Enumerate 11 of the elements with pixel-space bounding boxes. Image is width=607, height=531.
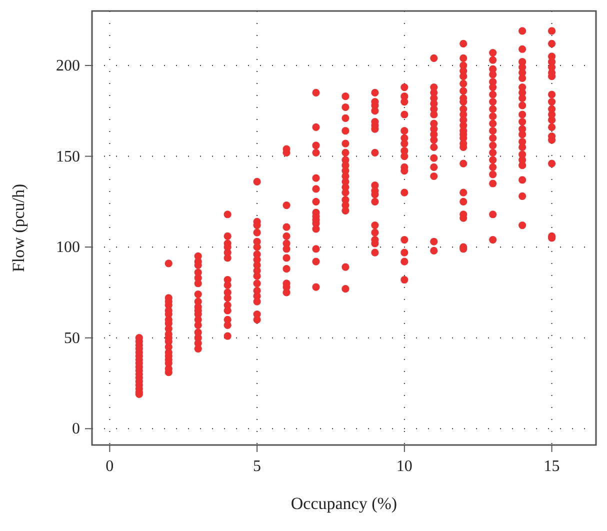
y-tick-label: 100 [56, 239, 80, 256]
x-tick-label: 5 [253, 458, 262, 475]
y-tick-label: 50 [64, 330, 80, 347]
x-axis-title: Occupancy (%) [290, 494, 398, 513]
y-tick-label: 150 [56, 148, 80, 166]
x-tick-label: 10 [396, 458, 412, 475]
x-tick-label: 0 [106, 458, 114, 475]
x-tick-label: 15 [544, 458, 560, 475]
y-axis-title: Flow (pcu/h) [9, 184, 28, 272]
y-tick-label: 0 [72, 420, 80, 438]
y-tick-label: 200 [56, 57, 80, 74]
